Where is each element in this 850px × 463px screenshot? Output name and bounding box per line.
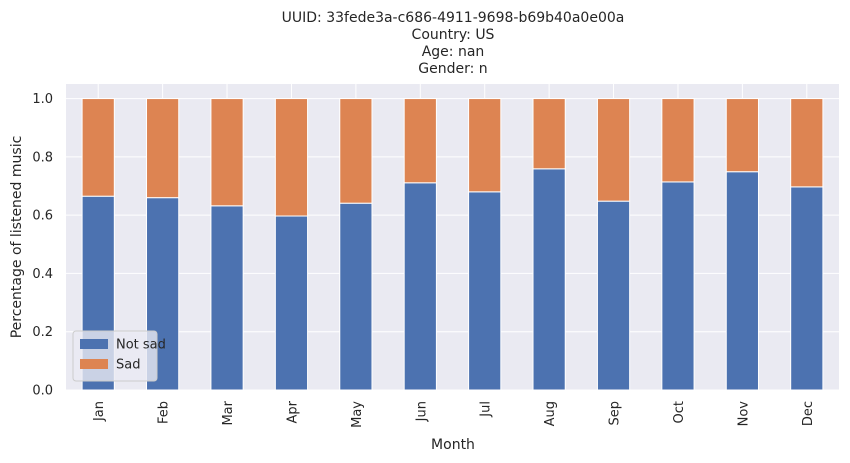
title-line-country: Country: US: [412, 27, 495, 43]
bar-not-sad-mar: [210, 205, 244, 391]
title-line-uuid: UUID: 33fede3a-c686-4911-9698-b69b40a0e0…: [282, 10, 625, 26]
y-tick-label: 0.4: [32, 267, 53, 282]
title-line-age: Age: nan: [422, 44, 485, 60]
y-axis-label: Percentage of listened music: [9, 136, 25, 339]
x-tick-label: Mar: [221, 400, 236, 425]
legend-swatch-not-sad: [80, 339, 108, 349]
bars: [81, 98, 824, 391]
bar-not-sad-may: [339, 202, 373, 391]
bar-sad-dec: [790, 98, 824, 188]
bar-sad-feb: [146, 98, 180, 199]
x-axis-label: Month: [431, 437, 475, 453]
bar-sad-jul: [468, 98, 502, 193]
bar-sad-mar: [210, 98, 244, 207]
y-tick-label: 0.8: [32, 150, 53, 165]
bar-sad-jan: [81, 98, 115, 197]
x-tick-label: Feb: [157, 401, 172, 424]
x-tick-label: Oct: [672, 401, 687, 423]
legend-label-not-sad: Not sad: [116, 338, 166, 353]
x-tick-label: Jun: [414, 401, 429, 422]
x-tick-label: Aug: [543, 401, 558, 426]
legend-swatch-sad: [80, 359, 108, 369]
bar-not-sad-aug: [532, 168, 566, 391]
bar-not-sad-oct: [661, 181, 695, 391]
bar-sad-apr: [274, 98, 309, 217]
bar-not-sad-sep: [596, 200, 631, 391]
y-tick-label: 0.6: [32, 209, 53, 224]
x-axis-ticks: Jan Feb Mar Apr May Jun Jul Aug Sep Oct Nov Dec: [92, 400, 816, 428]
x-tick-label: May: [350, 401, 365, 428]
bar-sad-may: [339, 98, 373, 204]
chart-title: UUID: 33fede3a-c686-4911-9698-b69b40a0e0…: [282, 10, 625, 77]
x-tick-label: Dec: [801, 401, 816, 426]
y-tick-label: 0.0: [32, 384, 53, 399]
bar-sad-aug: [532, 98, 566, 170]
x-tick-label: Apr: [285, 400, 300, 423]
x-tick-label: Jan: [92, 401, 107, 422]
legend: Not sad Sad: [72, 330, 166, 382]
plot-area: [66, 84, 839, 390]
y-tick-label: 0.2: [32, 325, 53, 340]
bar-sad-sep: [596, 98, 631, 202]
bar-not-sad-nov: [725, 171, 759, 391]
bar-sad-jun: [403, 98, 437, 184]
x-tick-label: Sep: [608, 401, 623, 426]
y-axis-ticks: 0.0 0.2 0.4 0.6 0.8 1.0: [32, 92, 53, 398]
x-tick-label: Jul: [479, 401, 494, 418]
bar-not-sad-jul: [468, 191, 502, 391]
bar-not-sad-jun: [403, 182, 437, 391]
bar-not-sad-apr: [274, 215, 309, 391]
bar-sad-nov: [725, 98, 759, 173]
title-line-gender: Gender: n: [418, 61, 487, 77]
legend-label-sad: Sad: [116, 358, 140, 373]
bar-not-sad-dec: [790, 186, 824, 391]
x-tick-label: Nov: [736, 401, 751, 427]
bar-sad-oct: [661, 98, 695, 183]
y-tick-label: 1.0: [32, 92, 53, 107]
